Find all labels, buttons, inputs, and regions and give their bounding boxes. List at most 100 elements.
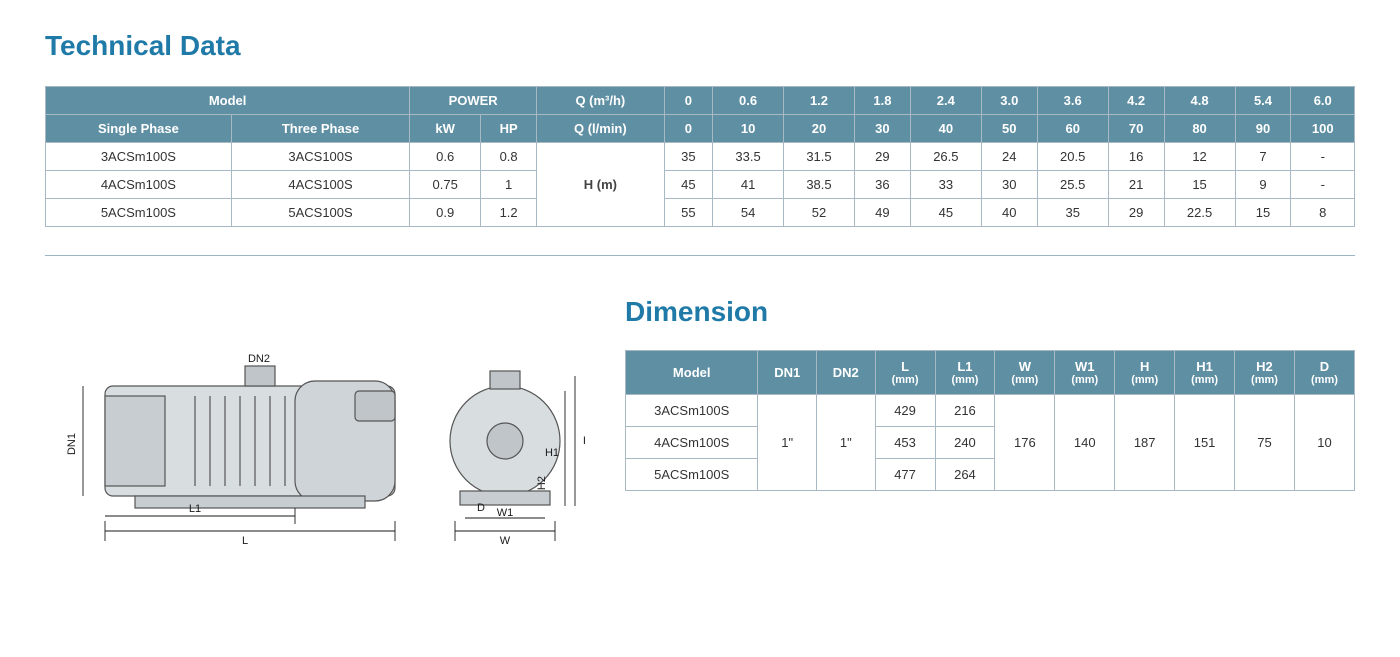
table-cell: 33.5 <box>713 143 784 171</box>
table-cell: 35 <box>1037 199 1108 227</box>
table-cell: 264 <box>935 459 995 491</box>
table-cell: 240 <box>935 427 995 459</box>
table-cell: 429 <box>875 395 935 427</box>
table-cell: 9 <box>1235 171 1291 199</box>
h-label-cell: H (m) <box>537 143 665 227</box>
th-flow: 40 <box>910 115 981 143</box>
th-flow: 90 <box>1235 115 1291 143</box>
table-cell: 24 <box>981 143 1037 171</box>
table-cell: 3ACSm100S <box>46 143 232 171</box>
table-cell: 1.2 <box>481 199 537 227</box>
table-cell: 36 <box>854 171 910 199</box>
th-flow: 1.2 <box>784 87 855 115</box>
table-cell: 12 <box>1164 143 1235 171</box>
table-cell: 0.8 <box>481 143 537 171</box>
th-flow: 2.4 <box>910 87 981 115</box>
th-flow: 4.2 <box>1108 87 1164 115</box>
table-row: 3ACSm100S3ACS100S0.60.8H (m)3533.531.529… <box>46 143 1355 171</box>
th-q-m3h: Q (m³/h) <box>537 87 665 115</box>
table-cell: 38.5 <box>784 171 855 199</box>
dimension-title: Dimension <box>625 296 1355 328</box>
table-cell: 7 <box>1235 143 1291 171</box>
th-flow: 80 <box>1164 115 1235 143</box>
table-cell: 4ACSm100S <box>626 427 758 459</box>
table-cell: 29 <box>1108 199 1164 227</box>
th-q-lmin: Q (l/min) <box>537 115 665 143</box>
th-flow: 10 <box>713 115 784 143</box>
table-cell: 4ACS100S <box>231 171 409 199</box>
th-single-phase: Single Phase <box>46 115 232 143</box>
table-cell: 31.5 <box>784 143 855 171</box>
table-cell: 5ACSm100S <box>626 459 758 491</box>
table-cell: 45 <box>910 199 981 227</box>
table-cell: - <box>1291 143 1355 171</box>
table-cell: 0.9 <box>410 199 481 227</box>
table-cell: 10 <box>1294 395 1354 491</box>
svg-text:H2: H2 <box>536 476 548 490</box>
th-flow: 0 <box>664 87 713 115</box>
table-cell: 29 <box>854 143 910 171</box>
th-flow: 0.6 <box>713 87 784 115</box>
table-cell: 216 <box>935 395 995 427</box>
svg-text:H: H <box>583 435 585 447</box>
th-W1: W1(mm) <box>1055 351 1115 395</box>
th-W: W(mm) <box>995 351 1055 395</box>
svg-text:D: D <box>477 502 485 514</box>
th-flow: 30 <box>854 115 910 143</box>
th-D: D(mm) <box>1294 351 1354 395</box>
table-cell: 54 <box>713 199 784 227</box>
table-cell: 45 <box>664 171 713 199</box>
table-cell: 22.5 <box>1164 199 1235 227</box>
th-flow: 3.6 <box>1037 87 1108 115</box>
table-cell: 15 <box>1164 171 1235 199</box>
svg-text:H1: H1 <box>545 447 559 459</box>
table-cell: 477 <box>875 459 935 491</box>
svg-text:L: L <box>242 535 248 547</box>
table-cell: 16 <box>1108 143 1164 171</box>
th-H: H(mm) <box>1115 351 1175 395</box>
th-L1: L1(mm) <box>935 351 995 395</box>
th-flow: 4.8 <box>1164 87 1235 115</box>
th-H1: H1(mm) <box>1175 351 1235 395</box>
table-row: 5ACSm100S5ACS100S0.91.255545249454035292… <box>46 199 1355 227</box>
table-cell: 30 <box>981 171 1037 199</box>
table-cell: 3ACSm100S <box>626 395 758 427</box>
th-flow: 50 <box>981 115 1037 143</box>
th-flow: 6.0 <box>1291 87 1355 115</box>
table-cell: 1 <box>481 171 537 199</box>
table-cell: 25.5 <box>1037 171 1108 199</box>
technical-data-title: Technical Data <box>45 30 1355 62</box>
table-cell: 3ACS100S <box>231 143 409 171</box>
table-cell: - <box>1291 171 1355 199</box>
svg-text:DN1: DN1 <box>66 433 78 455</box>
th-flow: 70 <box>1108 115 1164 143</box>
table-cell: 52 <box>784 199 855 227</box>
th-three-phase: Three Phase <box>231 115 409 143</box>
table-cell: 4ACSm100S <box>46 171 232 199</box>
table-cell: 55 <box>664 199 713 227</box>
table-cell: 40 <box>981 199 1037 227</box>
th-flow: 60 <box>1037 115 1108 143</box>
table-cell: 21 <box>1108 171 1164 199</box>
table-cell: 1" <box>817 395 876 491</box>
table-cell: 20.5 <box>1037 143 1108 171</box>
table-cell: 140 <box>1055 395 1115 491</box>
th-hp: HP <box>481 115 537 143</box>
table-cell: 75 <box>1235 395 1295 491</box>
table-cell: 5ACS100S <box>231 199 409 227</box>
table-cell: 15 <box>1235 199 1291 227</box>
table-cell: 176 <box>995 395 1055 491</box>
th-dn1: DN1 <box>758 351 817 395</box>
table-cell: 35 <box>664 143 713 171</box>
th-flow: 5.4 <box>1235 87 1291 115</box>
table-cell: 41 <box>713 171 784 199</box>
table-cell: 33 <box>910 171 981 199</box>
table-cell: 187 <box>1115 395 1175 491</box>
dimension-table: ModelDN1DN2L(mm)L1(mm)W(mm)W1(mm)H(mm)H1… <box>625 350 1355 491</box>
table-cell: 0.6 <box>410 143 481 171</box>
table-cell: 151 <box>1175 395 1235 491</box>
th-kw: kW <box>410 115 481 143</box>
th-flow: 1.8 <box>854 87 910 115</box>
svg-text:W1: W1 <box>497 507 514 519</box>
svg-text:DN2: DN2 <box>248 353 270 365</box>
